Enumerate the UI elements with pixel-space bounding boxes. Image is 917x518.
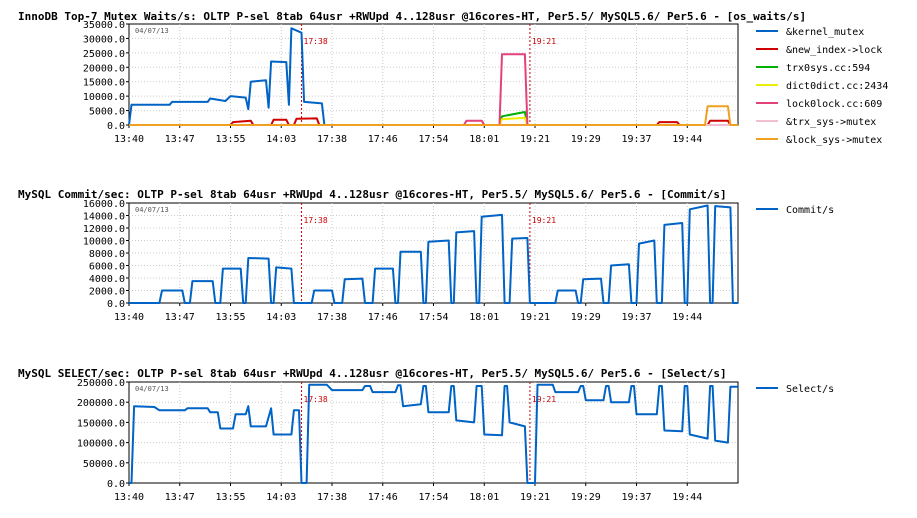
chart-0-xtick-label: 17:54 — [418, 134, 448, 145]
chart-1-xtick-label: 17:38 — [317, 312, 347, 323]
chart-0-xtick-label: 17:46 — [368, 134, 398, 145]
chart-0-ytick-label: 0.0 — [107, 121, 125, 132]
chart-2-xtick-label: 13:47 — [165, 492, 195, 503]
chart-1-ytick-label: 6000.0 — [89, 262, 125, 273]
chart-0-xtick-label: 14:03 — [266, 134, 296, 145]
chart-1-legend-label: Commit/s — [786, 205, 834, 216]
chart-2-xtick-label: 19:44 — [672, 492, 702, 503]
chart-0-legend-label: &trx_sys->mutex — [786, 117, 876, 128]
chart-1-marker-label: 19:21 — [532, 216, 556, 225]
chart-1-xtick-label: 19:21 — [520, 312, 550, 323]
chart-2-xtick-label: 19:29 — [571, 492, 601, 503]
chart-1-xtick-label: 17:46 — [368, 312, 398, 323]
chart-2-ytick-label: 200000.0 — [77, 398, 125, 409]
chart-0-ytick-label: 35000.0 — [83, 20, 125, 31]
chart-2-title: MySQL SELECT/sec: OLTP P-sel 8tab 64usr … — [18, 367, 727, 380]
chart-0-xtick-label: 13:55 — [215, 134, 245, 145]
chart-0-marker-label: 19:21 — [532, 37, 556, 46]
chart-1-series-line — [129, 204, 738, 304]
chart-0-marker-label: 17:38 — [304, 37, 328, 46]
chart-0-xtick-label: 19:21 — [520, 134, 550, 145]
chart-2-xtick-label: 17:38 — [317, 492, 347, 503]
chart-2-xtick-label: 19:37 — [621, 492, 651, 503]
chart-0-xtick-label: 13:40 — [114, 134, 144, 145]
chart-2-marker-label: 17:38 — [304, 395, 328, 404]
chart-1-xtick-label: 13:47 — [165, 312, 195, 323]
chart-0-ytick-label: 30000.0 — [83, 34, 125, 45]
chart-1-xtick-label: 18:01 — [469, 312, 499, 323]
chart-0-ytick-label: 10000.0 — [83, 92, 125, 103]
chart-1-ytick-label: 0.0 — [107, 299, 125, 310]
chart-0-xtick-label: 18:01 — [469, 134, 499, 145]
chart-1-xtick-label: 13:55 — [215, 312, 245, 323]
chart-0-xtick-label: 19:44 — [672, 134, 702, 145]
chart-1-xtick-label: 19:29 — [571, 312, 601, 323]
chart-2-xtick-label: 17:54 — [418, 492, 448, 503]
chart-1-date: 04/07/13 — [135, 206, 169, 214]
chart-0-ytick-label: 5000.0 — [89, 107, 125, 118]
chart-2-marker-label: 19:21 — [532, 395, 556, 404]
chart-1-xtick-label: 13:40 — [114, 312, 144, 323]
chart-2-date: 04/07/13 — [135, 385, 169, 393]
chart-1-ytick-label: 8000.0 — [89, 249, 125, 260]
chart-0-series-line — [128, 27, 738, 126]
chart-2-ytick-label: 150000.0 — [77, 418, 125, 429]
chart-1-ytick-label: 10000.0 — [83, 237, 125, 248]
chart-0-date: 04/07/13 — [135, 27, 169, 35]
chart-0-legend-label: dict0dict.cc:2434 — [786, 81, 888, 92]
chart-1-title: MySQL Commit/sec: OLTP P-sel 8tab 64usr … — [18, 188, 727, 201]
chart-1-xtick-label: 19:44 — [672, 312, 702, 323]
chart-1-xtick-label: 14:03 — [266, 312, 296, 323]
chart-0-ytick-label: 15000.0 — [83, 78, 125, 89]
chart-2-xtick-label: 13:55 — [215, 492, 245, 503]
chart-2-ytick-label: 0.0 — [107, 479, 125, 490]
chart-0-ytick-label: 20000.0 — [83, 63, 125, 74]
chart-0-xtick-label: 19:29 — [571, 134, 601, 145]
chart-1-xtick-label: 17:54 — [418, 312, 448, 323]
chart-0-legend-label: &kernel_mutex — [786, 27, 864, 38]
chart-0-ytick-label: 25000.0 — [83, 49, 125, 60]
chart-2-xtick-label: 19:21 — [520, 492, 550, 503]
chart-1-ytick-label: 12000.0 — [83, 224, 125, 235]
chart-0-title: InnoDB Top-7 Mutex Waits/s: OLTP P-sel 8… — [18, 10, 806, 23]
chart-0-series-line — [129, 105, 738, 126]
chart-2-series-line — [129, 383, 738, 484]
chart-1-marker-label: 17:38 — [304, 216, 328, 225]
chart-2-ytick-label: 100000.0 — [77, 439, 125, 450]
chart-0-legend-label: lock0lock.cc:609 — [786, 99, 882, 110]
chart-1-ytick-label: 16000.0 — [83, 199, 125, 210]
chart-0-xtick-label: 17:38 — [317, 134, 347, 145]
chart-0-series-line — [129, 117, 738, 126]
chart-1-xtick-label: 19:37 — [621, 312, 651, 323]
chart-2-xtick-label: 18:01 — [469, 492, 499, 503]
chart-1-ytick-label: 2000.0 — [89, 287, 125, 298]
chart-0-legend-label: &lock_sys->mutex — [786, 135, 882, 146]
chart-1-ytick-label: 4000.0 — [89, 274, 125, 285]
chart-2-ytick-label: 50000.0 — [83, 459, 125, 470]
chart-0-xtick-label: 13:47 — [165, 134, 195, 145]
chart-2-xtick-label: 14:03 — [266, 492, 296, 503]
chart-0-legend-label: trx0sys.cc:594 — [786, 63, 870, 74]
chart-0-xtick-label: 19:37 — [621, 134, 651, 145]
chart-2-xtick-label: 17:46 — [368, 492, 398, 503]
chart-0-legend-label: &new_index->lock — [786, 45, 882, 56]
chart-1-ytick-label: 14000.0 — [83, 212, 125, 223]
chart-2-legend-label: Select/s — [786, 384, 834, 395]
chart-2-xtick-label: 13:40 — [114, 492, 144, 503]
chart-2-ytick-label: 250000.0 — [77, 378, 125, 389]
